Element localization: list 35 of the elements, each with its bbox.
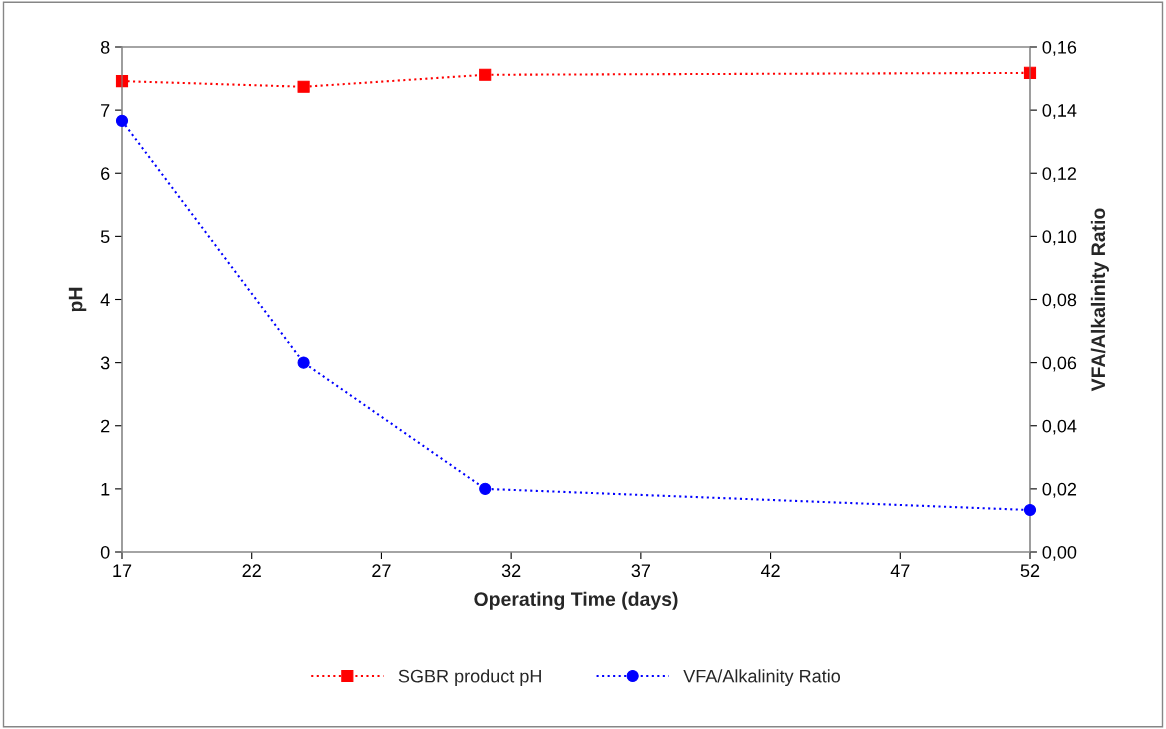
y2-tick-label: 0,06	[1042, 356, 1077, 372]
x-tick-label: 37	[631, 564, 650, 578]
y-tick-label: 7	[101, 104, 110, 117]
y2-tick-label: 0,00	[1042, 545, 1077, 561]
y-tick-label: 6	[101, 167, 110, 180]
x-tick-label: 42	[760, 564, 780, 577]
y-tick-label: 1	[101, 483, 110, 496]
point	[115, 114, 129, 127]
x-tick-label: 22	[242, 564, 261, 577]
y-tick-label: 0	[100, 545, 110, 559]
y2-tick-label: 0,04	[1042, 419, 1077, 435]
x-axis-title: Operating Time (days)	[474, 591, 678, 610]
point	[479, 482, 492, 495]
y2-tick-label: 0,16	[1042, 40, 1077, 56]
y2-tick-label: 0,02	[1042, 482, 1077, 498]
x-tick-label: 27	[372, 564, 391, 577]
x-tick-label: 17	[113, 564, 132, 577]
x-tick-label: 52	[1020, 564, 1040, 578]
point	[297, 356, 310, 369]
y-tick-label: 3	[100, 356, 110, 370]
x-tick-label: 47	[890, 564, 910, 577]
y-tick-label: 8	[100, 40, 110, 54]
y-tick-label: 5	[100, 230, 110, 244]
y2-tick-label: 0,10	[1042, 230, 1077, 246]
y2-tick-label: 0,08	[1042, 293, 1077, 309]
y2-tick-label: 0,12	[1042, 167, 1077, 183]
y2-tick-label: 0,14	[1042, 104, 1077, 119]
y-tick-label: 4	[100, 293, 110, 307]
y-tick-label: 2	[101, 419, 110, 433]
y2-axis-title: VFA/Alkalinity Ratio	[1090, 208, 1109, 392]
legend-label: VFA/Alkalinity Ratio	[683, 669, 841, 687]
legend-label: SGBR product pH	[398, 669, 541, 687]
y-axis-title: pH	[68, 287, 87, 312]
x-tick-label: 32	[501, 564, 521, 578]
point	[1023, 503, 1037, 517]
